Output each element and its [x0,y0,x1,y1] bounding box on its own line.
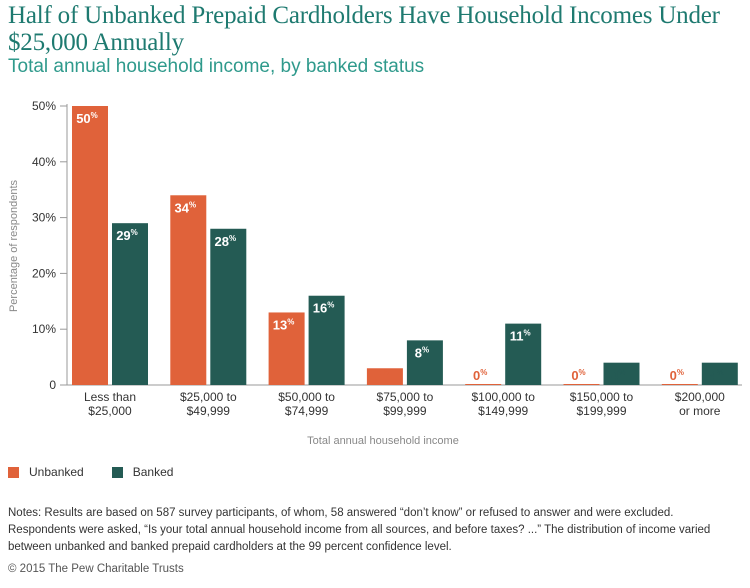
x-tick-label: $200,000 [675,390,725,404]
x-tick-label: $100,000 to [471,390,535,404]
x-tick-label: $199,999 [576,404,626,418]
x-tick-label: $149,999 [478,404,528,418]
y-axis-label: Percentage of respondents [8,179,20,312]
x-tick-label: $25,000 [88,404,132,418]
bar-unbanked [72,106,108,385]
data-label: 0% [670,368,684,383]
y-tick-label: 0 [49,378,56,392]
x-tick-label: $99,999 [383,404,427,418]
x-axis-label: Total annual household income [307,435,459,447]
bar-unbanked [170,195,207,385]
x-tick-label: $49,999 [187,404,231,418]
legend-label-banked: Banked [132,465,174,479]
bar-banked [701,362,738,385]
notes: Notes: Results are based on 587 survey p… [8,507,711,553]
legend-label-unbanked: Unbanked [29,465,84,479]
legend-item-banked: Banked [111,465,174,479]
legend: Unbanked Banked [8,465,201,479]
x-tick-label: $150,000 to [570,390,634,404]
bar-chart: 0 10% 20% 30% 40% 50% Percentage of respondent… [8,99,742,447]
bar-unbanked [563,384,600,385]
x-tick-label: $75,000 to [377,390,434,404]
x-tick-label: $25,000 to [180,390,237,404]
chart-title: Half of Unbanked Prepaid Cardholders Hav… [8,2,720,56]
bar-banked [406,340,443,385]
copyright: © 2015 The Pew Charitable Trusts [8,563,184,575]
bar-unbanked [268,312,305,385]
bar-banked [112,223,148,385]
x-tick-label: Less than [84,390,136,404]
y-tick-label: 20% [32,266,56,280]
legend-swatch-unbanked [8,466,19,478]
legend-swatch-banked [111,466,123,478]
data-label: 0% [473,368,487,383]
bar-banked [308,295,345,385]
bar-banked [210,228,247,385]
x-tick-label: or more [679,404,721,418]
bar-unbanked [366,368,403,385]
y-tick-label: 40% [32,155,56,169]
y-tick-label: 30% [32,211,56,225]
bar-banked [603,362,640,385]
data-label: 0% [571,368,585,383]
bar-unbanked [465,384,502,385]
bar-banked [505,323,542,385]
x-tick-label: $50,000 to [278,390,335,404]
y-tick-label: 10% [32,322,56,336]
legend-item-unbanked: Unbanked [8,465,84,479]
bar-unbanked [661,384,698,385]
x-tick-label: $74,999 [285,404,329,418]
chart-subtitle: Total annual household income, by banked… [8,56,425,77]
y-tick-label: 50% [32,99,56,113]
